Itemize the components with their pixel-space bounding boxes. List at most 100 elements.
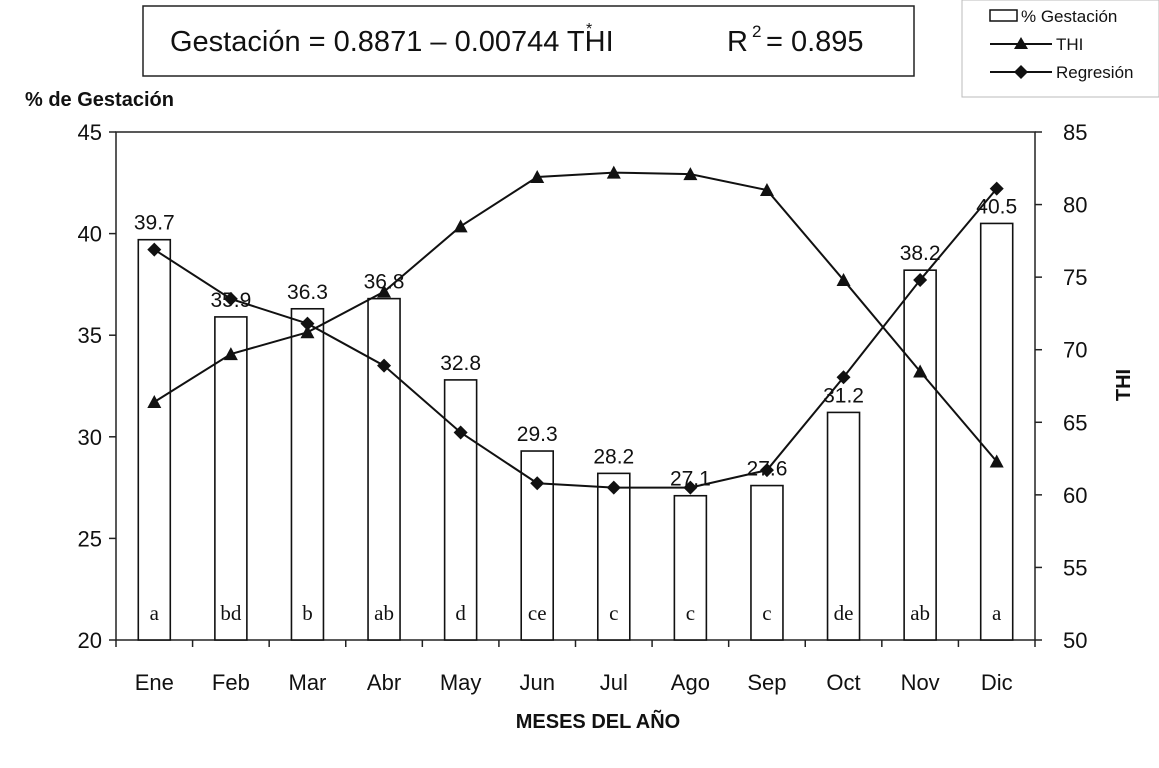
x-tick-label: Feb [212,670,250,695]
legend-diamond-marker [1014,65,1028,79]
significance-letter: ab [910,601,930,625]
bar-value-label: 27.6 [747,458,788,481]
labels-layer: 39.7 a 35.9 bd 36.3 b 36.8 ab 32.8 d 29.3 ce 28.2 c 27… [134,195,1017,625]
bar-Oct [826,411,861,641]
x-tick-label: Jun [519,670,554,695]
significance-letter: bd [220,601,242,625]
y2-tick-label: 70 [1063,338,1087,363]
regresion-point [836,370,851,385]
equation-box: Gestación = 0.8871 – 0.00744 THI * R 2 =… [142,5,915,77]
legend: % Gestación THI Regresión [961,0,1159,98]
axes-layer: 20 25 30 35 40 45 50 55 60 65 70 75 80 85 Ene Feb Mar Abr… [78,120,1088,695]
thi-point [836,273,851,287]
significance-letter: d [455,601,466,625]
significance-letter: a [992,601,1002,625]
thi-point [759,183,774,197]
bar-value-label: 27.1 [670,468,711,491]
legend-triangle-marker [1014,37,1028,49]
y2-tick-label: 75 [1063,265,1087,290]
regresion-point [989,181,1004,196]
significance-letter: c [686,601,695,625]
regresion-point [759,463,774,478]
x-tick-label: Abr [367,670,401,695]
thi-point [377,284,392,298]
y2-tick-label: 55 [1063,555,1087,580]
x-tick-label: Jul [600,670,628,695]
significance-letter: a [150,601,160,625]
bar-value-label: 36.8 [364,271,405,294]
y-tick-label: 30 [78,425,102,450]
bar-value-label: 40.5 [976,195,1017,218]
y2-tick-label: 50 [1063,628,1087,653]
y2-tick-label: 80 [1063,193,1087,218]
bar-value-label: 32.8 [440,352,481,375]
significance-letter: ce [528,601,547,625]
thi-point [989,454,1004,468]
thi-point [913,364,928,378]
bar-Nov [903,269,937,641]
thi-point [530,169,545,183]
bar-Abr [367,297,401,641]
legend-item-thi: THI [990,35,1083,54]
thi-point [683,167,698,181]
regresion-point [377,358,392,373]
bar-Dic [979,222,1014,641]
bar-Sep [750,484,784,641]
legend-item-gestacion: % Gestación [989,7,1117,26]
bar-value-label: 31.2 [823,384,864,407]
regresion-point [913,273,928,288]
y-tick-label: 20 [78,628,102,653]
x-tick-label: Oct [826,670,860,695]
significance-letter: de [834,601,854,625]
bar-Feb [214,316,248,641]
bar-value-label: 39.7 [134,212,175,235]
x-tick-label: Ago [671,670,710,695]
line-THI [153,171,998,463]
bar-Ene [137,238,172,641]
thi-point [300,325,315,339]
bar-value-label: 29.3 [517,423,558,446]
r2-exponent: 2 [752,22,761,41]
legend-label-thi: THI [1056,35,1083,54]
legend-item-regresion: Regresión [990,63,1134,82]
thi-point [453,219,468,233]
bar-value-label: 35.9 [210,289,251,312]
y-axis-title: % de Gestación [25,89,174,111]
lines-layer [147,165,1004,495]
y2-tick-label: 85 [1063,120,1087,145]
thi-point [606,165,621,179]
x-tick-label: Sep [747,670,786,695]
y-tick-label: 45 [78,120,102,145]
bar-value-label: 38.2 [900,242,941,265]
bar-value-label: 28.2 [593,445,634,468]
y-tick-label: 35 [78,323,102,348]
regresion-point [683,480,698,495]
y-tick-label: 40 [78,222,102,247]
r2-label: R [727,26,748,58]
y-tick-label: 25 [78,526,102,551]
legend-swatch-bar [989,9,1018,22]
equation-mark: * [586,21,592,38]
bar-value-label: 36.3 [287,281,328,304]
significance-letter: c [762,601,771,625]
significance-letter: c [609,601,618,625]
x-tick-label: May [440,670,482,695]
regresion-point [300,316,315,331]
bar-Mar [290,307,325,641]
regresion-point [606,480,621,495]
bar-Ago [673,494,708,641]
x-tick-label: Ene [135,670,174,695]
y2-tick-label: 65 [1063,410,1087,435]
significance-letter: b [302,601,313,625]
equation-text: Gestación = 0.8871 – 0.00744 THI [170,26,614,58]
x-axis-title: MESES DEL AÑO [516,710,680,733]
x-tick-label: Nov [901,670,940,695]
y2-tick-label: 60 [1063,483,1087,508]
r2-value: = 0.895 [766,26,864,58]
y2-axis-title: THI [1113,369,1135,401]
thi-point [223,347,238,361]
significance-letter: ab [374,601,394,625]
